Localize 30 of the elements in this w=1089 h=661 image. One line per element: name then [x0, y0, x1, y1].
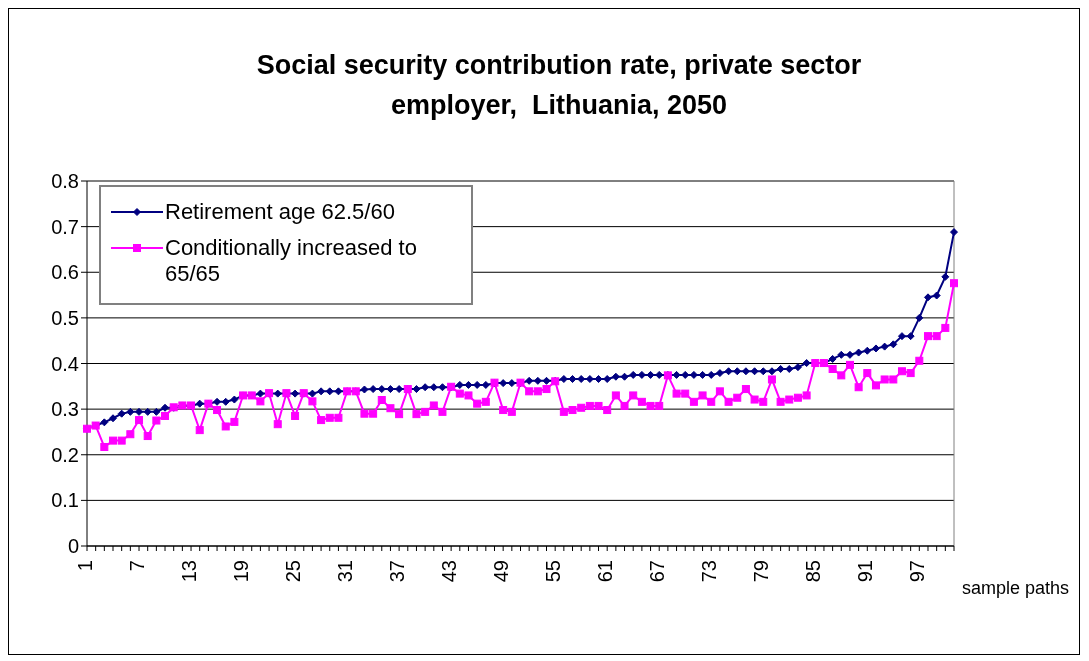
y-tick-label: 0.1: [51, 489, 79, 512]
y-tick-label: 0.4: [51, 352, 79, 375]
x-tick-label: 79: [750, 560, 773, 583]
chart-title: Social security contribution rate, private sector employer, Lithuania, 2050: [255, 49, 863, 122]
x-tick-label: 55: [542, 560, 565, 583]
x-tick-label: 49: [490, 560, 513, 583]
x-tick-label: 25: [282, 560, 305, 583]
y-tick-label: 0.3: [51, 398, 79, 421]
x-tick-label: 37: [386, 560, 409, 583]
x-tick-label: 85: [802, 560, 825, 583]
y-tick-label: 0.5: [51, 306, 79, 329]
x-tick-label: 1: [74, 560, 96, 572]
legend-label: Retirement age 62.5/60: [165, 199, 395, 225]
y-tick-label: 0.2: [51, 443, 79, 466]
x-tick-label: 31: [334, 560, 357, 583]
x-tick-label: 13: [178, 560, 201, 583]
x-tick-label: 61: [594, 560, 617, 583]
x-tick-label: 67: [646, 560, 669, 583]
legend-label: Conditionally increased to 65/65: [165, 235, 418, 287]
x-tick-label: 19: [230, 560, 253, 583]
y-tick-label: 0.7: [51, 215, 79, 238]
y-tick-label: 0.6: [51, 261, 79, 284]
x-tick-label: 97: [906, 560, 929, 583]
x-tick-label: 73: [698, 560, 721, 583]
x-axis-title: sample paths: [962, 578, 1070, 598]
x-tick-label: 91: [854, 560, 877, 583]
y-tick-label: 0.8: [51, 170, 79, 193]
x-tick-label: 7: [126, 560, 149, 572]
y-tick-label: 0: [67, 535, 79, 558]
x-tick-label: 43: [438, 560, 461, 583]
